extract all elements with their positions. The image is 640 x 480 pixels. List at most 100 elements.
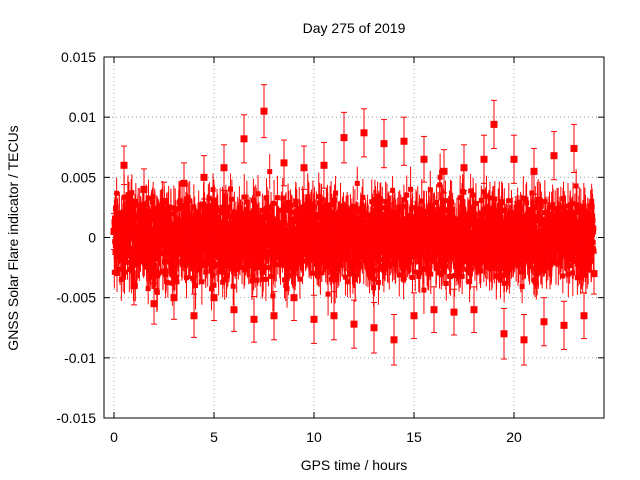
data-point bbox=[481, 228, 487, 234]
data-point bbox=[356, 232, 362, 238]
data-point bbox=[437, 182, 443, 188]
data-point bbox=[259, 207, 265, 213]
data-point bbox=[114, 271, 120, 277]
data-point bbox=[250, 273, 256, 279]
data-point bbox=[207, 260, 213, 266]
data-point bbox=[501, 207, 507, 213]
data-point bbox=[425, 250, 431, 256]
data-point bbox=[217, 207, 223, 213]
data-point bbox=[241, 194, 247, 200]
data-point bbox=[193, 259, 199, 265]
data-point bbox=[242, 264, 248, 270]
data-point bbox=[223, 256, 229, 262]
data-point bbox=[512, 253, 518, 259]
data-point bbox=[446, 253, 452, 259]
data-point bbox=[152, 262, 158, 268]
data-point bbox=[467, 279, 473, 285]
data-point bbox=[225, 214, 231, 220]
data-point bbox=[359, 254, 365, 260]
data-point bbox=[482, 222, 488, 228]
data-point bbox=[433, 265, 439, 271]
data-point bbox=[150, 194, 156, 200]
data-point bbox=[330, 259, 336, 265]
data-point bbox=[403, 255, 409, 261]
data-point bbox=[344, 205, 350, 211]
data-point bbox=[493, 224, 499, 230]
data-point bbox=[282, 277, 288, 283]
data-point bbox=[206, 251, 212, 257]
data-point bbox=[494, 266, 500, 272]
data-point bbox=[317, 270, 323, 276]
data-point bbox=[163, 272, 169, 278]
data-point bbox=[337, 262, 343, 268]
data-point bbox=[491, 262, 497, 268]
data-point bbox=[231, 209, 237, 215]
data-point bbox=[347, 263, 353, 269]
data-point bbox=[379, 228, 385, 234]
data-point bbox=[438, 241, 444, 247]
data-point bbox=[417, 270, 423, 276]
data-point bbox=[344, 279, 350, 285]
data-point bbox=[334, 272, 340, 278]
data-point bbox=[125, 208, 131, 214]
data-point bbox=[526, 259, 532, 265]
data-point bbox=[375, 279, 381, 285]
data-point bbox=[267, 169, 273, 175]
data-point bbox=[174, 279, 180, 285]
data-point bbox=[155, 273, 161, 279]
data-point bbox=[306, 202, 312, 208]
data-point bbox=[234, 266, 240, 272]
data-point bbox=[409, 274, 415, 280]
data-point bbox=[194, 267, 200, 273]
data-point bbox=[146, 215, 152, 221]
data-point bbox=[187, 198, 193, 204]
data-point bbox=[301, 212, 307, 218]
data-point bbox=[503, 269, 509, 275]
data-point bbox=[466, 219, 472, 225]
data-point bbox=[461, 189, 467, 195]
data-point bbox=[191, 204, 197, 210]
data-point bbox=[259, 276, 265, 282]
data-point bbox=[366, 272, 372, 278]
data-point bbox=[517, 244, 523, 250]
data-point bbox=[328, 202, 334, 208]
data-point bbox=[184, 275, 190, 281]
data-point bbox=[457, 195, 463, 201]
data-point bbox=[374, 255, 380, 261]
data-point bbox=[395, 209, 401, 215]
data-point bbox=[226, 204, 232, 210]
data-point bbox=[420, 267, 426, 273]
data-point bbox=[381, 268, 387, 274]
data-point bbox=[390, 187, 396, 193]
data-point bbox=[470, 204, 476, 210]
data-point bbox=[134, 261, 140, 267]
data-point bbox=[125, 259, 131, 265]
data-point bbox=[244, 199, 250, 205]
data-point bbox=[391, 228, 397, 234]
data-point bbox=[121, 194, 127, 200]
data-point bbox=[316, 194, 322, 200]
data-point bbox=[312, 224, 318, 230]
data-point bbox=[459, 203, 465, 209]
data-point bbox=[211, 201, 217, 207]
data-point bbox=[133, 198, 139, 204]
data-point bbox=[519, 283, 525, 289]
data-point bbox=[373, 205, 379, 211]
data-point bbox=[412, 269, 418, 275]
data-point bbox=[449, 228, 455, 234]
data-point bbox=[333, 190, 339, 196]
data-point bbox=[481, 189, 487, 195]
data-point bbox=[230, 283, 236, 289]
data-point bbox=[364, 255, 370, 261]
data-point bbox=[404, 192, 410, 198]
data-point bbox=[150, 199, 156, 205]
data-point bbox=[209, 286, 215, 292]
data-point bbox=[196, 264, 202, 270]
data-point bbox=[468, 188, 474, 194]
data-point bbox=[224, 232, 230, 238]
data-point bbox=[165, 280, 171, 286]
data-series bbox=[110, 84, 598, 366]
data-point bbox=[156, 270, 162, 276]
data-point bbox=[378, 197, 384, 203]
data-point bbox=[376, 207, 382, 213]
